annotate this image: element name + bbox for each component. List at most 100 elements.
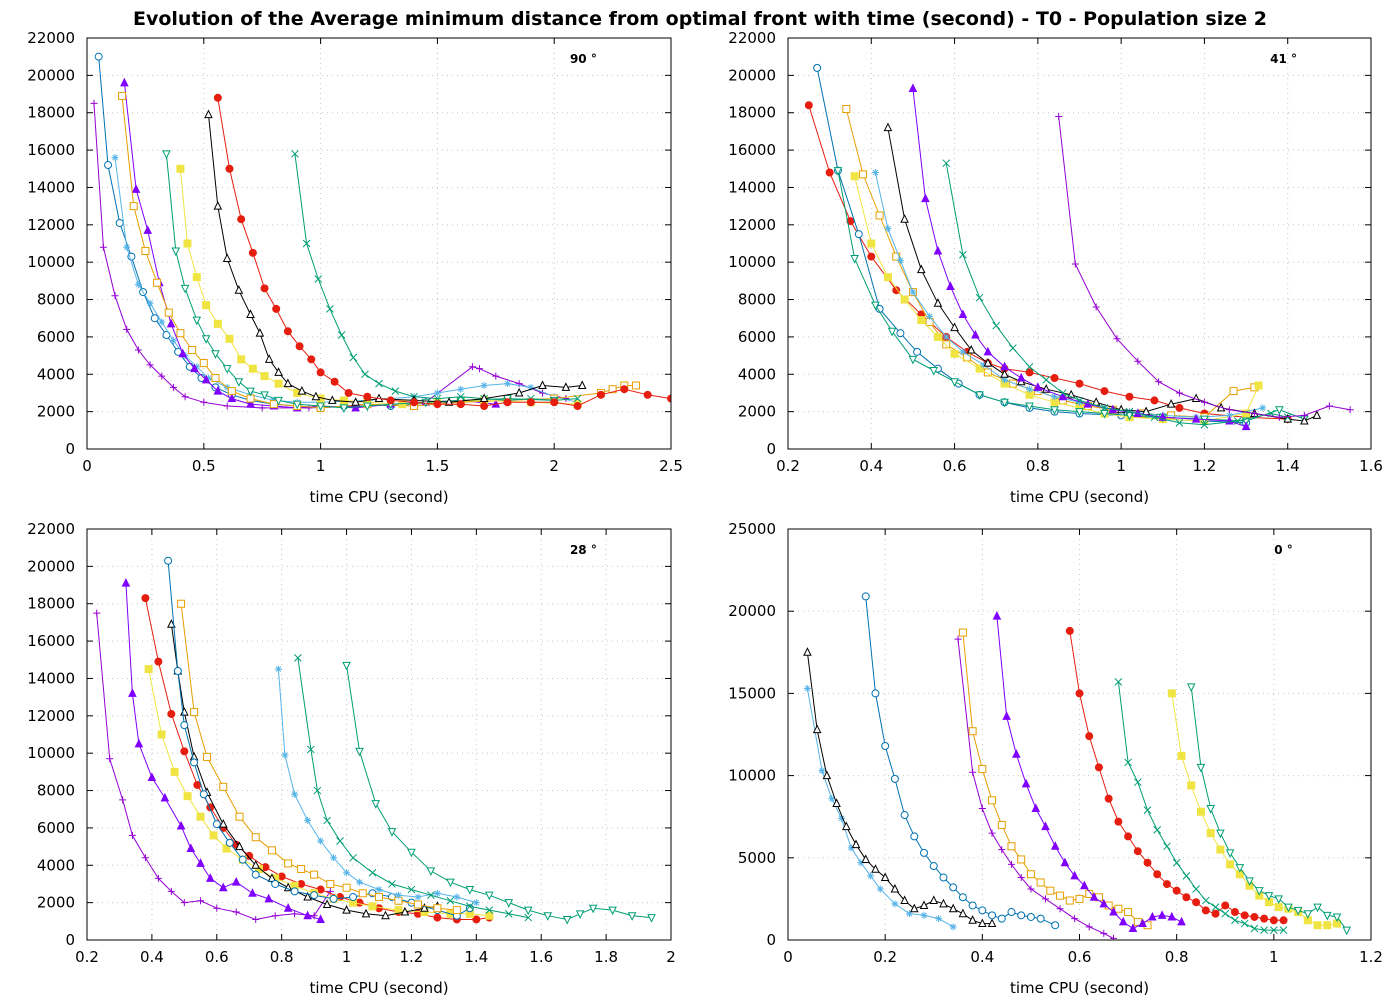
data-point (909, 288, 917, 296)
data-point (426, 867, 436, 876)
data-point (485, 891, 494, 901)
data-point (1175, 403, 1184, 412)
data-point (413, 900, 422, 909)
data-point (620, 385, 629, 394)
data-point (950, 322, 959, 332)
data-point (203, 752, 212, 761)
data-point (180, 747, 189, 756)
data-point (842, 104, 851, 113)
data-point (942, 333, 950, 341)
x-tick-label: 0.2 (776, 457, 800, 475)
data-point (933, 245, 943, 255)
data-point (284, 859, 293, 868)
data-point (283, 327, 292, 336)
data-point (1001, 376, 1009, 384)
data-point (1245, 877, 1254, 886)
data-point (828, 795, 836, 803)
data-point (1070, 870, 1079, 880)
data-point (913, 347, 922, 356)
data-point (1279, 926, 1288, 934)
data-point (1027, 885, 1035, 893)
data-point (1134, 357, 1142, 365)
series-1 (93, 609, 334, 923)
data-point (190, 758, 199, 767)
data-point (225, 334, 234, 343)
series-10 (1186, 683, 1352, 936)
data-point (887, 327, 897, 337)
data-point (978, 765, 987, 774)
data-point (643, 390, 652, 399)
y-tick-label: 2000 (37, 894, 75, 912)
data-point (1177, 751, 1186, 760)
data-point (316, 368, 325, 377)
data-point (160, 792, 170, 802)
chart-panels: 0 0.5 1 1.5 2 2.50200040006000800010000120001… (27, 29, 1383, 997)
data-point (248, 888, 257, 897)
y-tick-label: 12000 (27, 707, 75, 725)
data-point (343, 869, 351, 877)
data-point (1284, 903, 1293, 913)
y-tick-label: 12000 (728, 216, 776, 234)
data-point (523, 906, 533, 916)
data-point (1250, 912, 1259, 921)
data-point (883, 273, 892, 282)
angle-annotation: 0 ° (1274, 543, 1293, 557)
data-point (1233, 417, 1242, 425)
data-point (1058, 389, 1067, 397)
data-point (212, 820, 221, 829)
data-point (875, 211, 884, 220)
data-point (453, 893, 461, 901)
data-point (1075, 396, 1084, 405)
data-point (326, 879, 335, 888)
data-point (272, 304, 281, 313)
data-point (933, 298, 943, 307)
series-line (1117, 681, 1284, 931)
data-point (813, 63, 822, 72)
data-point (1100, 410, 1109, 419)
series-line (277, 669, 477, 904)
data-point (1167, 911, 1177, 921)
data-point (1225, 849, 1235, 858)
plot-area (90, 52, 671, 414)
data-point (1323, 921, 1332, 930)
data-point (381, 910, 390, 920)
data-point (154, 874, 162, 882)
y-tick-label: 20000 (27, 557, 75, 575)
data-point (141, 594, 150, 603)
data-point (1041, 821, 1050, 831)
x-axis-label: time CPU (second) (1010, 488, 1149, 506)
data-point (1300, 411, 1308, 419)
data-point (93, 609, 101, 617)
y-tick-label: 14000 (27, 669, 75, 687)
data-point (134, 346, 142, 354)
series-7 (1065, 626, 1288, 925)
data-point (997, 914, 1006, 923)
x-tick-label: 0.4 (859, 457, 883, 475)
data-point (199, 359, 208, 368)
data-point (908, 83, 918, 92)
data-point (1085, 889, 1094, 898)
data-point (988, 911, 997, 920)
data-point (1221, 909, 1230, 918)
data-point (375, 904, 383, 913)
y-tick-label: 10000 (728, 253, 776, 271)
data-point (433, 389, 441, 397)
data-point (371, 800, 381, 809)
data-point (1163, 842, 1171, 851)
data-point (1242, 409, 1251, 418)
series-9 (1167, 689, 1341, 930)
data-point (1060, 857, 1070, 867)
data-point (1177, 916, 1186, 926)
data-point (316, 914, 325, 923)
data-point (1000, 361, 1009, 371)
data-point (255, 328, 265, 337)
data-point (213, 904, 221, 912)
data-point (355, 747, 364, 757)
data-point (948, 903, 958, 913)
data-point (169, 337, 177, 345)
data-point (1071, 915, 1079, 923)
data-point (1076, 398, 1083, 406)
data-point (433, 889, 441, 897)
data-point (235, 841, 244, 851)
y-tick-label: 12000 (27, 216, 75, 234)
